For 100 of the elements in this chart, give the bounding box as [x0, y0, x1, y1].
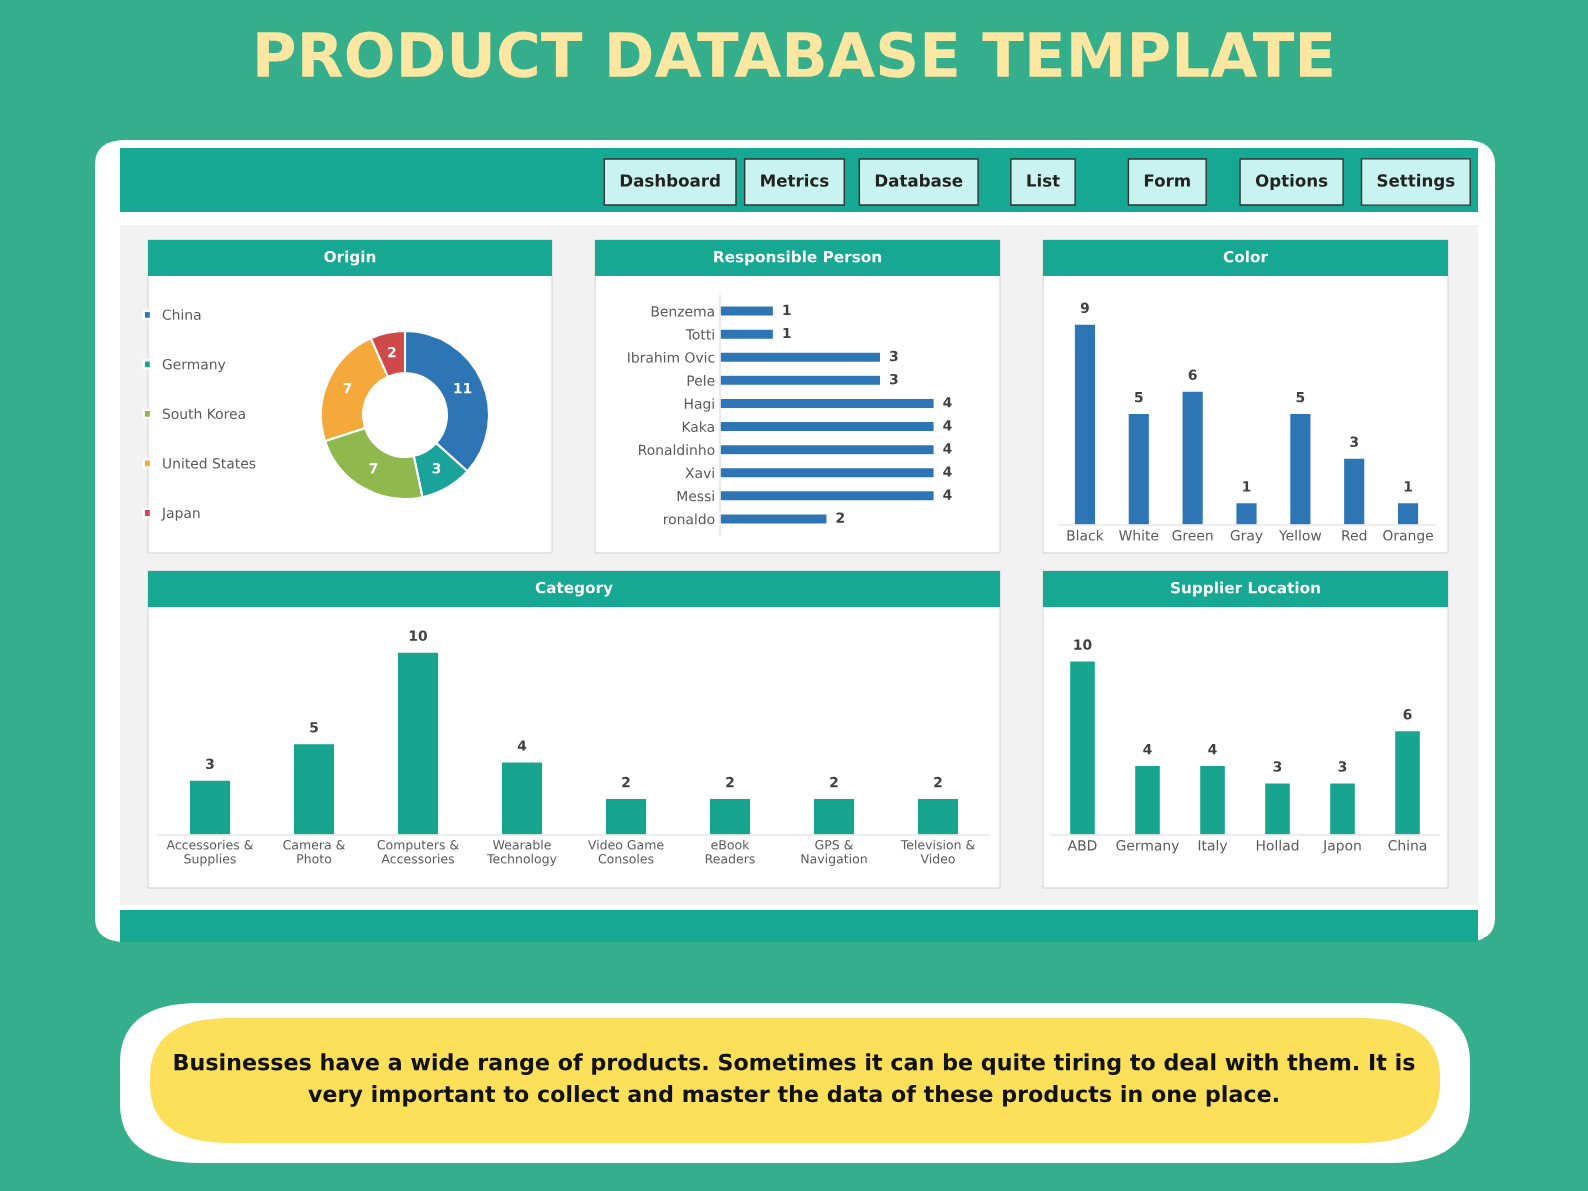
- x-tick-label: Wearable Technology: [486, 839, 557, 866]
- bar: [1133, 764, 1162, 835]
- x-tick-label: China: [1388, 839, 1427, 851]
- data-label: 6: [1188, 369, 1197, 381]
- x-tick-label: eBook Readers: [705, 839, 755, 864]
- bar: [1073, 323, 1097, 525]
- bar: [1288, 412, 1312, 525]
- bar: [720, 466, 935, 479]
- bar: [720, 328, 775, 341]
- data-label: 10: [409, 630, 427, 641]
- legend-label: Japan: [161, 507, 200, 521]
- data-label: 5: [1135, 392, 1143, 403]
- data-label: 2: [726, 776, 734, 788]
- data-label: 4: [517, 740, 527, 751]
- bar: [396, 651, 440, 835]
- x-tick-label: Orange: [1383, 530, 1433, 544]
- y-tick-label: Kaka: [682, 421, 714, 433]
- bar: [1127, 412, 1151, 525]
- chart-title: Color: [1223, 250, 1268, 263]
- data-label: 7: [343, 383, 352, 394]
- bar: [720, 351, 882, 364]
- bar: [720, 397, 935, 410]
- y-tick-label: Ibrahim Ovic: [628, 352, 715, 363]
- data-label: 3: [206, 758, 214, 770]
- chart-title: Responsible Person: [714, 250, 881, 266]
- text: Metrics: [761, 173, 829, 187]
- data-label: 11: [454, 383, 472, 394]
- chart-title: Category: [535, 581, 613, 597]
- text: Form: [1144, 174, 1190, 187]
- bar: [720, 513, 828, 525]
- bar: [500, 761, 544, 835]
- data-label: 7: [369, 463, 378, 474]
- legend-label: South Korea: [162, 408, 245, 420]
- bar: [1198, 764, 1227, 835]
- data-label: 4: [943, 489, 952, 500]
- x-tick-label: Video Game Consoles: [588, 839, 664, 864]
- y-tick-label: Xavi: [685, 467, 714, 479]
- bar: [188, 779, 232, 835]
- x-tick-label: Hollad: [1256, 839, 1299, 851]
- y-tick-label: Pele: [687, 375, 715, 386]
- bar: [1393, 729, 1422, 835]
- data-label: 5: [310, 722, 318, 733]
- bar: [720, 374, 882, 387]
- y-tick-label: Benzema: [651, 306, 714, 317]
- x-tick-label: Japon: [1322, 840, 1361, 854]
- y-tick-label: Messi: [677, 490, 714, 502]
- y-tick-label: Ronaldinho: [639, 444, 715, 456]
- data-label: 9: [1080, 302, 1089, 314]
- x-tick-label: Red: [1342, 529, 1367, 541]
- x-tick-label: Italy: [1198, 839, 1228, 854]
- data-label: 1: [1404, 481, 1412, 492]
- x-tick-label: White: [1119, 529, 1159, 541]
- legend-label: Germany: [162, 358, 226, 373]
- text: Options: [1255, 173, 1328, 191]
- data-label: 1: [783, 327, 791, 339]
- bar: [1263, 782, 1292, 835]
- bar: [720, 489, 935, 502]
- bar: [1342, 457, 1366, 525]
- y-tick-label: Totti: [685, 328, 714, 340]
- bar: [720, 305, 775, 317]
- data-label: 1: [1243, 481, 1251, 492]
- data-label: 3: [1338, 761, 1347, 772]
- text: Database: [875, 173, 963, 187]
- data-label: 3: [1350, 436, 1358, 448]
- text: Businesses have a wide range of products. Sometimes it can be quite tiring to deal with them. It is very important to collect and master the data of these products in one place.: [174, 1053, 1415, 1107]
- bar: [1068, 660, 1097, 835]
- x-tick-label: Green: [1172, 530, 1213, 541]
- data-label: 6: [1403, 709, 1412, 720]
- data-label: 4: [943, 443, 952, 454]
- text: PRODUCT DATABASE TEMPLATE: [257, 31, 1332, 78]
- bar: [812, 797, 856, 835]
- data-label: 2: [388, 346, 396, 358]
- bar: [1396, 501, 1420, 525]
- data-label: 3: [432, 463, 441, 474]
- x-tick-label: Television & Video: [900, 839, 975, 864]
- chart-title: Supplier Location: [1171, 581, 1320, 597]
- x-tick-label: ABD: [1067, 840, 1097, 851]
- data-label: 4: [943, 420, 952, 431]
- data-label: 4: [1208, 744, 1217, 755]
- bar: [292, 742, 336, 835]
- data-label: 4: [943, 466, 952, 477]
- bar: [1181, 390, 1205, 525]
- legend-label: China: [162, 309, 201, 320]
- bar: [604, 797, 648, 835]
- data-label: 3: [1273, 761, 1282, 772]
- x-tick-label: Black: [1067, 529, 1104, 541]
- data-label: 1: [783, 304, 791, 315]
- x-tick-label: GPS & Navigation: [801, 840, 867, 866]
- bar: [708, 797, 752, 835]
- x-tick-label: Yellow: [1278, 529, 1322, 541]
- data-label: 2: [934, 776, 942, 788]
- chart-title: Origin: [324, 250, 376, 266]
- bar: [720, 420, 935, 433]
- bar: [1235, 501, 1258, 525]
- x-tick-label: Germany: [1116, 840, 1180, 854]
- bar: [1328, 782, 1357, 835]
- data-label: 4: [943, 397, 952, 408]
- x-tick-label: Camera & Photo: [283, 840, 345, 864]
- y-tick-label: Hagi: [684, 398, 714, 412]
- text: List: [1027, 173, 1060, 187]
